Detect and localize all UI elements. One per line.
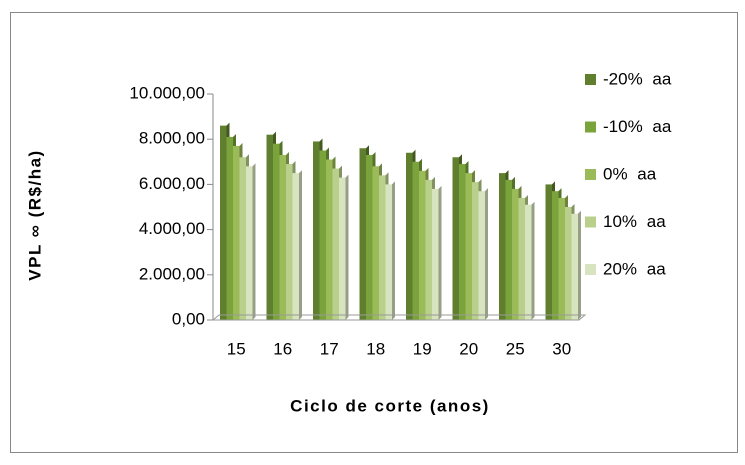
x-tick-label: 30 <box>552 339 571 358</box>
y-tick-label: 10.000,00 <box>129 83 205 102</box>
bar <box>512 188 519 320</box>
bar <box>220 125 227 320</box>
y-tick-label: 0,00 <box>172 309 205 328</box>
bar-side <box>299 170 302 320</box>
x-axis-title: Ciclo de corte (anos) <box>290 396 490 415</box>
bar <box>425 179 432 320</box>
bar-side <box>392 181 395 320</box>
bar <box>419 170 426 320</box>
bar <box>359 148 366 320</box>
bar <box>571 213 578 320</box>
bar <box>366 155 373 320</box>
legend-label: 10% aa <box>603 212 666 231</box>
bar <box>273 143 280 320</box>
bar <box>406 152 413 320</box>
bar <box>558 197 565 320</box>
bar <box>459 164 466 320</box>
bar-side <box>252 163 256 320</box>
bar <box>372 166 379 320</box>
legend-swatch <box>585 121 596 133</box>
bar-side <box>345 174 349 320</box>
bar-side <box>438 185 442 320</box>
bar <box>545 184 552 320</box>
bar-side <box>578 210 581 320</box>
bar <box>319 150 326 320</box>
bar <box>246 166 253 320</box>
legend-label: 20% aa <box>603 259 666 278</box>
x-tick-label: 15 <box>227 339 246 358</box>
y-tick-label: 8.000,00 <box>139 129 205 148</box>
x-tick-label: 25 <box>506 339 525 358</box>
bar <box>226 136 233 320</box>
bar <box>266 134 273 320</box>
bar <box>292 173 299 320</box>
bar <box>233 145 240 320</box>
bar <box>518 197 525 320</box>
y-tick-label: 4.000,00 <box>139 219 205 238</box>
bar <box>279 155 286 320</box>
floor <box>212 314 587 321</box>
bar <box>565 207 572 320</box>
bar <box>472 182 479 320</box>
bar <box>332 168 339 320</box>
x-tick-label: 17 <box>320 339 339 358</box>
bar <box>478 191 485 320</box>
legend-swatch <box>585 216 596 228</box>
legend-label: 0% aa <box>603 164 657 183</box>
bar <box>412 161 419 320</box>
bar <box>326 159 333 320</box>
x-tick-label: 20 <box>459 339 478 358</box>
x-tick-label: 19 <box>413 339 432 358</box>
y-tick-label: 6.000,00 <box>139 174 205 193</box>
bar <box>432 188 439 320</box>
bar-side <box>485 188 488 320</box>
bar <box>505 179 512 320</box>
bar <box>379 175 386 320</box>
legend-label: -20% aa <box>603 69 672 88</box>
legend-label: -10% aa <box>603 117 672 136</box>
bar <box>239 157 246 320</box>
bar <box>385 184 392 320</box>
bar <box>313 141 320 320</box>
y-axis-title: VPL ∞ (R$/ha) <box>25 149 44 280</box>
legend-swatch <box>585 264 596 275</box>
legend-swatch <box>585 169 596 180</box>
bar-side <box>531 201 535 320</box>
x-tick-label: 16 <box>273 339 292 358</box>
x-tick-label: 18 <box>366 339 385 358</box>
legend-swatch <box>585 74 596 85</box>
bar <box>286 164 293 320</box>
bar <box>552 191 559 320</box>
bar <box>452 157 459 320</box>
bar <box>465 173 472 320</box>
bar <box>525 204 532 320</box>
bar <box>499 173 506 320</box>
y-tick-label: 2.000,00 <box>139 264 205 283</box>
bar <box>339 177 346 320</box>
